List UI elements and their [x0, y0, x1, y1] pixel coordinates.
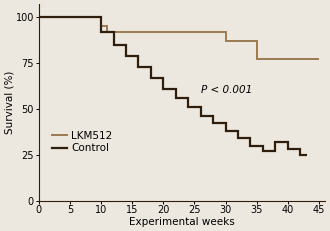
X-axis label: Experimental weeks: Experimental weeks: [129, 217, 235, 227]
Legend: LKM512, Control: LKM512, Control: [48, 127, 117, 157]
Text: P < 0.001: P < 0.001: [201, 85, 252, 95]
Y-axis label: Survival (%): Survival (%): [4, 71, 14, 134]
